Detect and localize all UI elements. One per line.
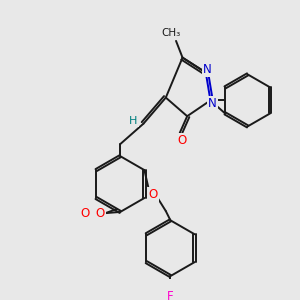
Text: O: O	[95, 207, 104, 220]
Text: N: N	[208, 97, 217, 110]
Text: CH₃: CH₃	[162, 28, 181, 38]
Text: O: O	[148, 188, 158, 201]
Text: O: O	[177, 134, 186, 147]
Text: H: H	[129, 116, 137, 126]
Text: O: O	[80, 207, 90, 220]
Text: N: N	[203, 63, 212, 76]
Text: F: F	[167, 290, 174, 300]
